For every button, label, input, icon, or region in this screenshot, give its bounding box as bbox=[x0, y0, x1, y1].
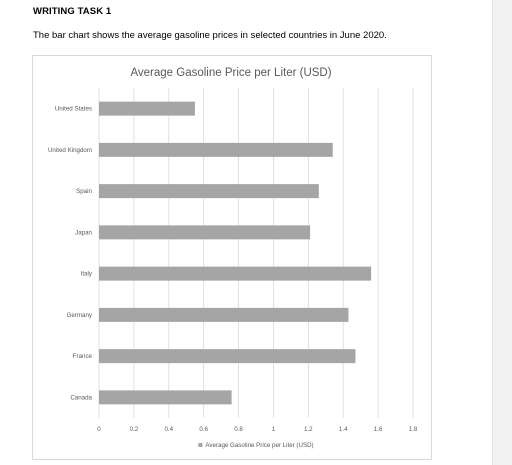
category-label: Germany bbox=[67, 312, 93, 319]
category-label: Spain bbox=[76, 188, 92, 195]
x-tick-label: 1.6 bbox=[374, 426, 383, 433]
chart-container: Average Gasoline Price per Liter (USD) U… bbox=[32, 55, 432, 460]
bar bbox=[99, 225, 311, 240]
legend-swatch bbox=[198, 443, 203, 447]
gridlines bbox=[98, 88, 414, 418]
category-label: United States bbox=[55, 106, 92, 113]
x-tick-label: 0.4 bbox=[164, 426, 173, 433]
bar bbox=[99, 101, 195, 116]
category-label: United Kingdom bbox=[48, 147, 92, 154]
category-label: Italy bbox=[81, 271, 93, 278]
task-title: WRITING TASK 1 bbox=[33, 6, 112, 17]
legend-label: Average Gasoline Price per Liter (USD) bbox=[205, 442, 313, 449]
bar bbox=[99, 184, 319, 199]
x-tick-label: 1.4 bbox=[339, 426, 348, 433]
bar bbox=[99, 349, 356, 364]
bars bbox=[99, 101, 372, 405]
x-tick-label: 0.8 bbox=[234, 426, 243, 433]
task-description: The bar chart shows the average gasoline… bbox=[33, 30, 387, 41]
x-tick-label: 1.8 bbox=[409, 426, 418, 433]
x-axis-tick-labels: 0 0.2 0.4 0.6 0.8 1 1.2 1.4 1.6 1.8 bbox=[97, 426, 418, 433]
bar bbox=[99, 266, 372, 281]
x-tick-label: 1.2 bbox=[304, 426, 313, 433]
bar bbox=[99, 390, 232, 405]
category-label: Canada bbox=[70, 394, 92, 401]
bar bbox=[99, 142, 333, 157]
x-tick-label: 0 bbox=[97, 426, 101, 433]
legend: Average Gasoline Price per Liter (USD) bbox=[198, 442, 314, 449]
x-tick-label: 1 bbox=[272, 426, 276, 433]
bar bbox=[99, 307, 349, 322]
x-tick-label: 0.6 bbox=[199, 426, 208, 433]
category-label: France bbox=[73, 353, 93, 360]
chart-title: Average Gasoline Price per Liter (USD) bbox=[130, 67, 331, 79]
category-label: Japan bbox=[75, 229, 92, 236]
x-tick-label: 0.2 bbox=[130, 426, 139, 433]
bar-chart: Average Gasoline Price per Liter (USD) U… bbox=[48, 67, 418, 449]
document-page: WRITING TASK 1 The bar chart shows the a… bbox=[32, 6, 432, 460]
vertical-scrollbar[interactable] bbox=[492, 0, 512, 465]
category-labels: United States United Kingdom Spain Japan Ita… bbox=[48, 106, 93, 402]
